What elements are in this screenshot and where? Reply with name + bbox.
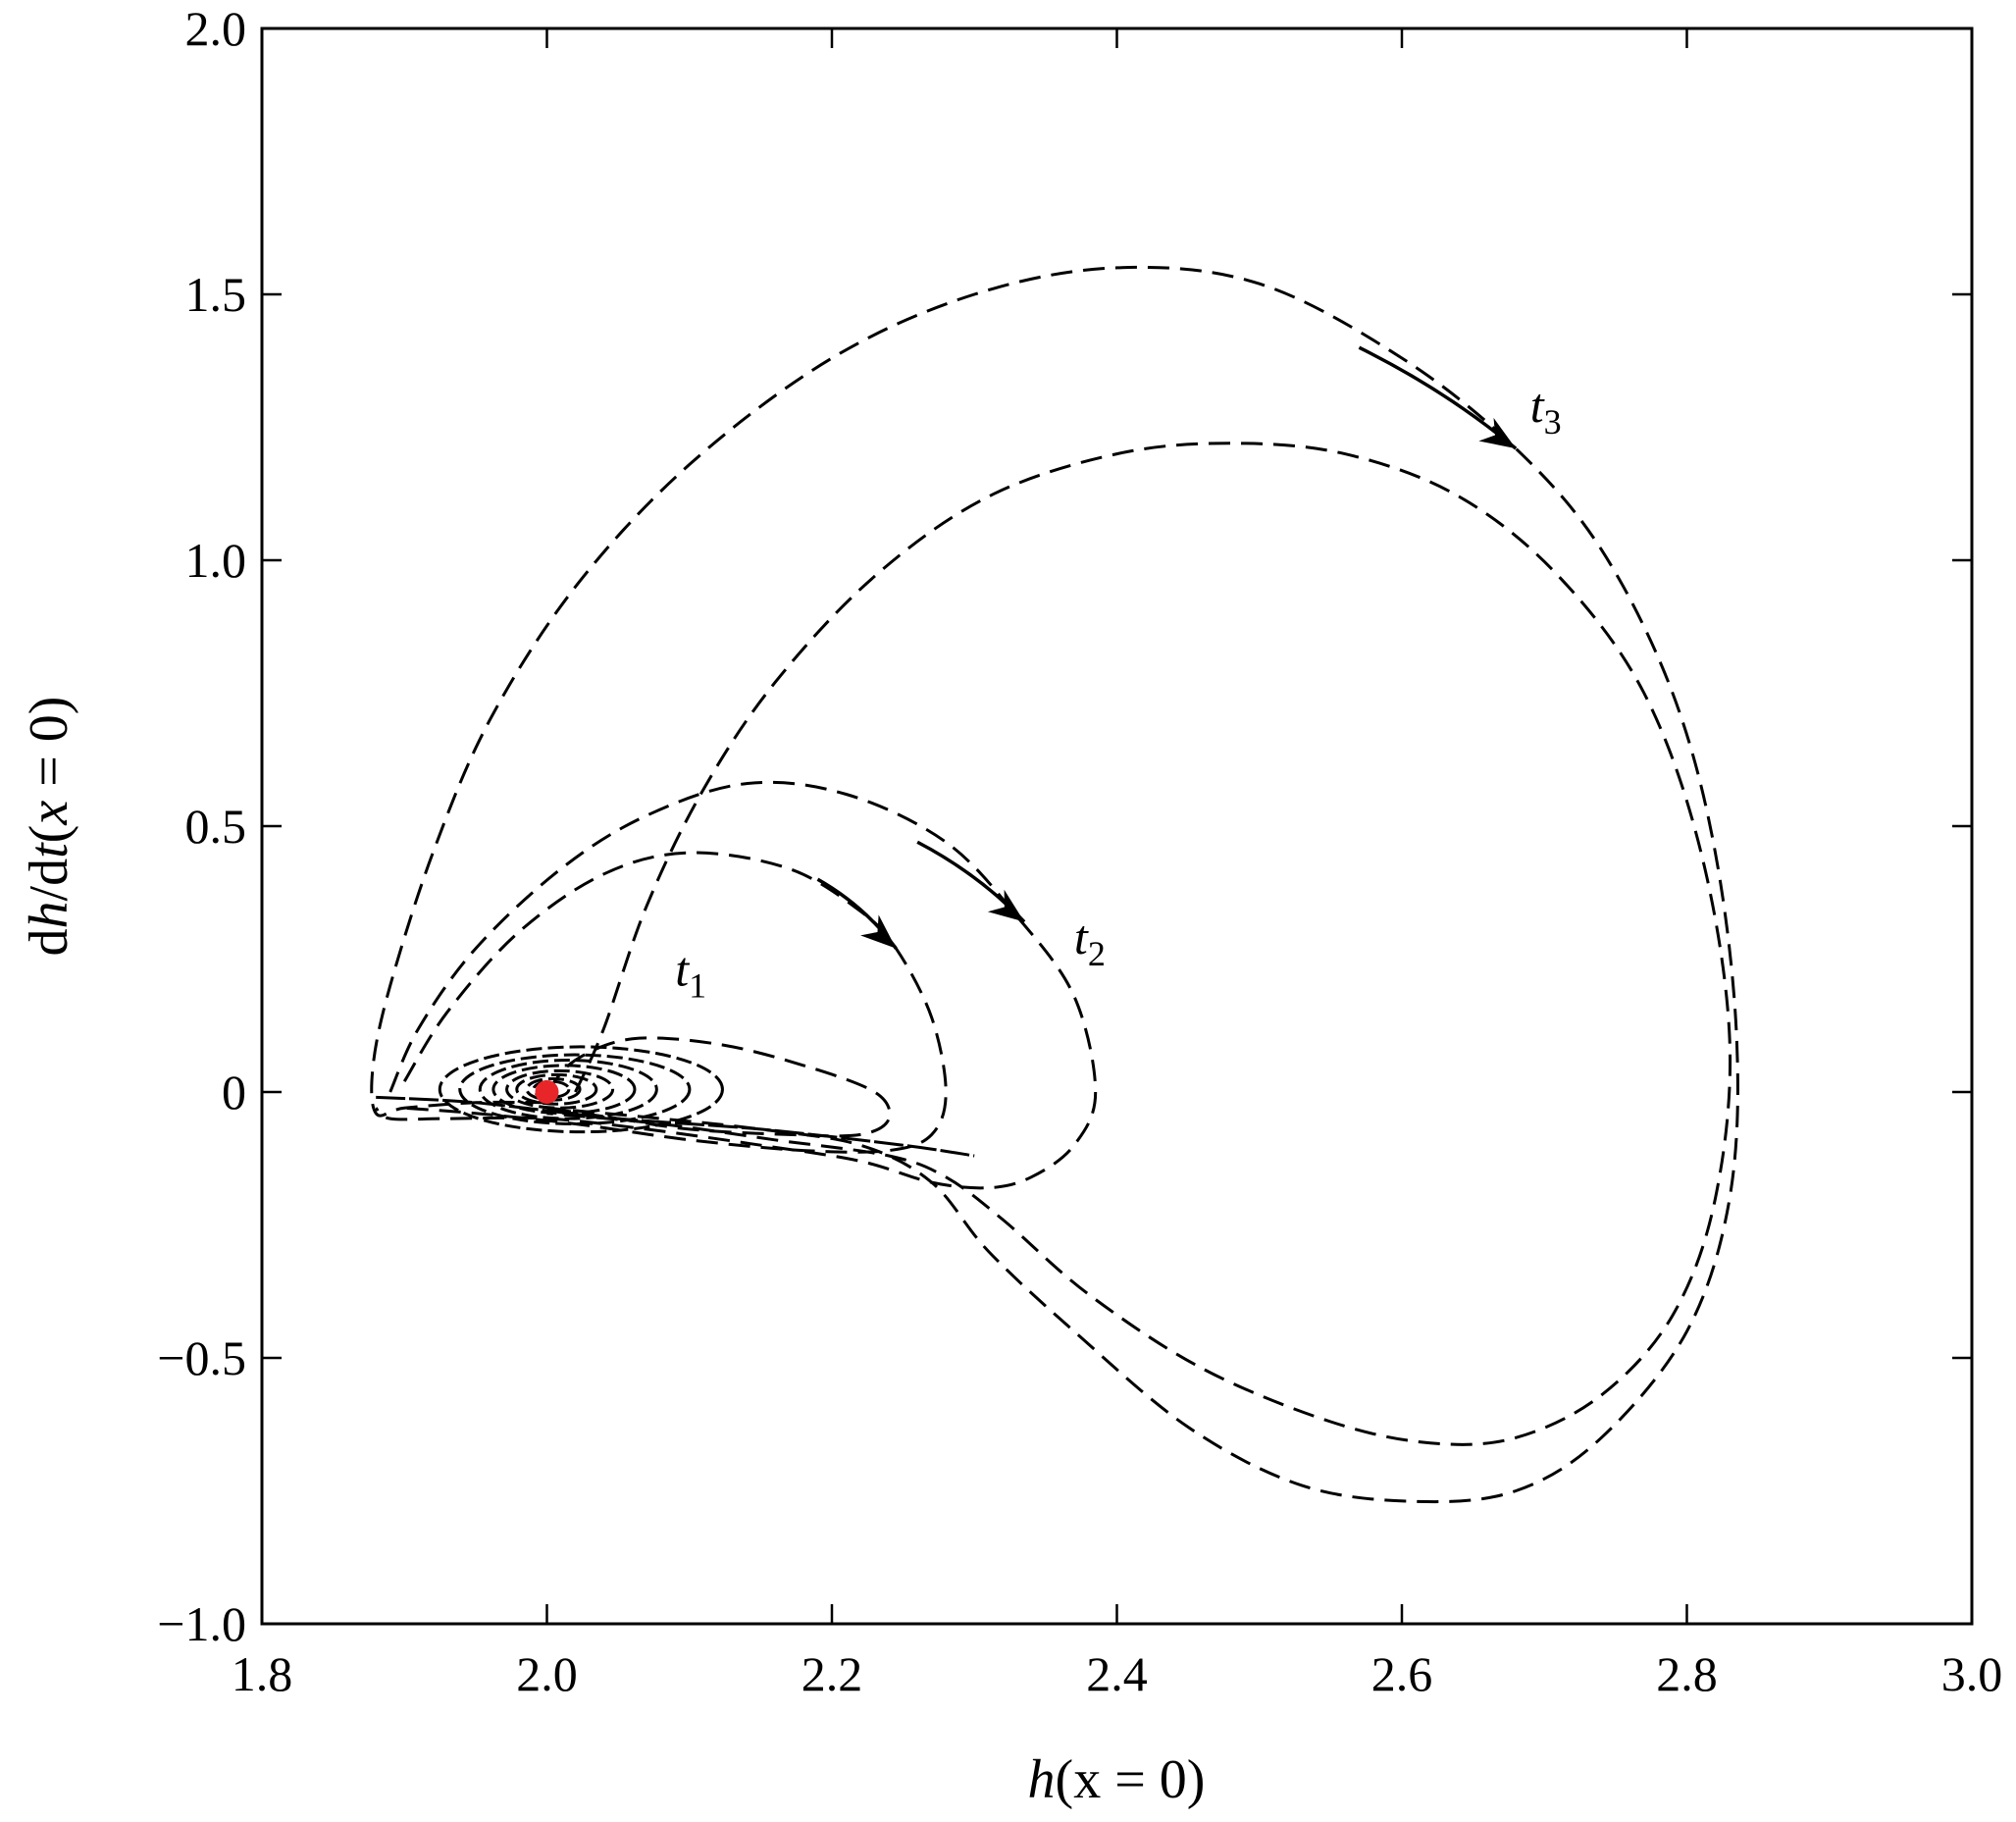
trajectory-line bbox=[370, 265, 1739, 1504]
x-tick-label: 3.0 bbox=[1941, 1646, 2003, 1701]
trajectory-line bbox=[546, 442, 1732, 1446]
annotation-t2: t2 bbox=[1074, 910, 1106, 973]
x-tick-label: 2.8 bbox=[1656, 1646, 1718, 1701]
trajectory-line bbox=[375, 780, 1098, 1190]
annotation-t1: t1 bbox=[675, 942, 706, 1006]
trajectory-line bbox=[545, 1036, 892, 1138]
x-tick-label: 2.4 bbox=[1086, 1646, 1148, 1701]
x-tick-label: 2.6 bbox=[1371, 1646, 1433, 1701]
x-tick-labels: 1.8 2.0 2.2 2.4 2.6 2.8 3.0 bbox=[232, 1646, 2003, 1701]
trajectory-line bbox=[402, 851, 948, 1154]
y-tick-labels: −1.0 −0.5 0 0.5 1.0 1.5 2.0 bbox=[157, 1, 246, 1651]
trajectory-curves bbox=[370, 265, 1739, 1504]
axis-ticks bbox=[260, 26, 1974, 1626]
y-tick-label: 1.5 bbox=[185, 267, 247, 322]
arrowhead-icon bbox=[1478, 417, 1517, 449]
y-axis-title: dh/dt(x = 0) bbox=[19, 697, 79, 957]
x-tick-label: 2.2 bbox=[801, 1646, 863, 1701]
spiral-ring bbox=[515, 1072, 598, 1106]
spiral-ring bbox=[458, 1053, 692, 1126]
y-tick-label: 0.5 bbox=[185, 799, 247, 854]
inner-spiral-cluster bbox=[376, 1045, 975, 1158]
direction-arrows bbox=[816, 345, 1518, 950]
time-annotations: t1 t2 t3 bbox=[675, 378, 1561, 1006]
y-tick-label: −1.0 bbox=[157, 1596, 246, 1651]
y-tick-label: −0.5 bbox=[157, 1330, 246, 1385]
fixed-point-marker bbox=[535, 1080, 559, 1104]
spiral-ring bbox=[478, 1058, 658, 1120]
arrowhead-icon bbox=[860, 914, 897, 949]
y-tick-label: 0 bbox=[222, 1065, 246, 1119]
x-tick-label: 2.0 bbox=[516, 1646, 578, 1701]
x-axis-title: h(x = 0) bbox=[1028, 1749, 1206, 1810]
spiral-ring bbox=[438, 1045, 724, 1134]
y-tick-label: 2.0 bbox=[185, 1, 247, 56]
trajectory-tail bbox=[376, 1095, 975, 1158]
spiral-ring bbox=[532, 1079, 571, 1099]
arrowhead-icon bbox=[987, 889, 1025, 922]
y-tick-label: 1.0 bbox=[185, 533, 247, 588]
annotation-t3: t3 bbox=[1530, 378, 1562, 442]
x-tick-label: 1.8 bbox=[232, 1646, 293, 1701]
spiral-ring bbox=[505, 1068, 615, 1110]
